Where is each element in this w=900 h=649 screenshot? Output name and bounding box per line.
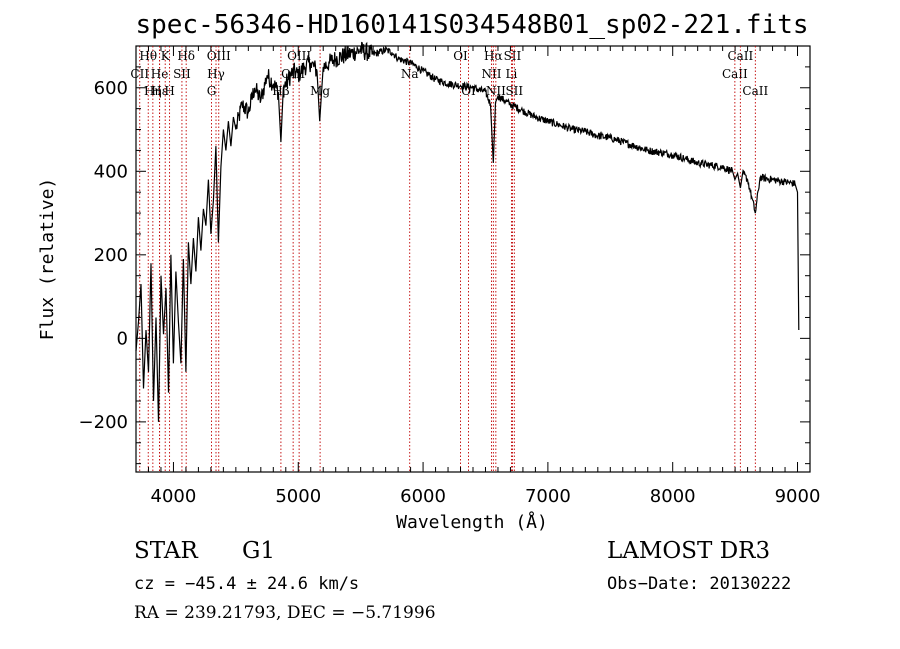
line-marker-label-4: He xyxy=(151,67,169,81)
y-axis-label: Flux (relative) xyxy=(37,178,58,341)
line-marker-label-7: SII xyxy=(173,67,191,81)
line-marker-label-1: Hη xyxy=(144,84,162,98)
line-marker-label-15: Mg xyxy=(310,84,330,98)
redshift-info: cz = −45.4 ± 24.6 km/s xyxy=(134,574,360,594)
line-marker-label-2: CII xyxy=(130,67,149,81)
x-axis-label: Wavelength (Å) xyxy=(396,511,548,533)
y-tick-label: 0 xyxy=(117,328,128,349)
line-marker-label-6: H xyxy=(164,84,174,98)
line-marker-label-3: Hε xyxy=(151,84,168,98)
line-marker-label-27: CaII xyxy=(742,84,768,98)
axis-ticks: 4000 5000 6000 7000 8000 9000 −200 0 200 400 600 xyxy=(79,45,821,507)
line-marker-label-21: NII xyxy=(486,84,506,98)
x-tick-label: 8000 xyxy=(650,486,696,507)
line-marker-label-26: CaII xyxy=(727,49,753,63)
line-marker-label-17: OI xyxy=(453,49,468,63)
object-class: STAR xyxy=(134,538,198,564)
plot-frame xyxy=(135,45,811,473)
y-tick-label: −200 xyxy=(79,412,128,433)
spectral-line-markers: HθHηCIIHεHeKHSIIHδGHγOIIIHβOIIIOIIIMgNaO… xyxy=(130,46,768,472)
line-marker-label-5: K xyxy=(161,49,171,63)
line-marker-label-10: Hγ xyxy=(207,67,225,81)
line-marker-label-14: OIII xyxy=(287,49,311,63)
spectrum-line xyxy=(135,41,800,422)
y-tick-label: 200 xyxy=(94,245,128,266)
line-marker-label-11: OIII xyxy=(207,49,231,63)
line-marker-label-0: Hθ xyxy=(139,49,157,63)
x-tick-label: 4000 xyxy=(151,486,197,507)
y-tick-label: 600 xyxy=(94,78,128,99)
survey-name: LAMOST DR3 xyxy=(607,538,771,564)
observation-date: Obs−Date: 20130222 xyxy=(607,574,792,594)
line-marker-label-25: CaII xyxy=(722,67,748,81)
x-tick-label: 7000 xyxy=(525,486,571,507)
x-tick-label: 6000 xyxy=(400,486,446,507)
y-tick-label: 400 xyxy=(94,161,128,182)
line-marker-label-22: Li xyxy=(506,67,518,81)
coordinates-info: RA = 239.21793, DEC = −5.71996 xyxy=(134,603,436,623)
line-marker-label-8: Hδ xyxy=(177,49,195,63)
x-tick-label: 9000 xyxy=(775,486,821,507)
line-marker-label-24: SII xyxy=(505,84,523,98)
chart-title: spec-56346-HD160141S034548B01_sp02-221.f… xyxy=(135,10,808,40)
line-marker-label-23: SII xyxy=(504,49,522,63)
object-subclass: G1 xyxy=(242,538,276,564)
line-marker-label-19: NII xyxy=(481,67,501,81)
line-marker-label-16: Na xyxy=(401,67,419,81)
x-tick-label: 5000 xyxy=(275,486,321,507)
line-marker-label-20: Hα xyxy=(484,49,503,63)
line-marker-label-9: G xyxy=(207,84,217,98)
